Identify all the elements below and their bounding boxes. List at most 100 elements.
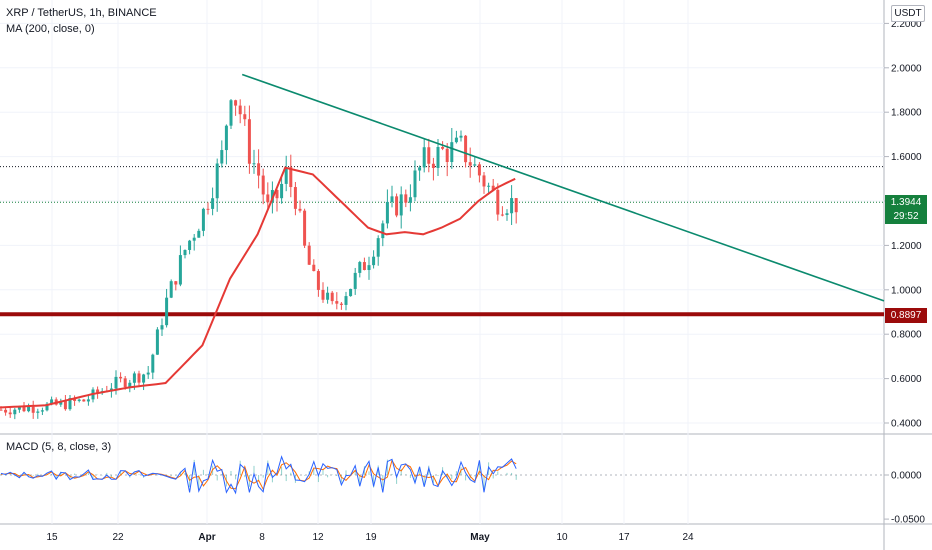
time-tick-label: 19 <box>365 532 377 543</box>
candle-body <box>151 354 155 373</box>
time-tick-label: 22 <box>112 532 124 543</box>
time-tick-label: 24 <box>682 532 694 543</box>
price-tick-label: 1.8000 <box>891 108 922 119</box>
trendline[interactable] <box>241 73 885 302</box>
ma-line <box>0 166 516 409</box>
candle-body <box>174 281 178 285</box>
candle-body <box>298 208 302 211</box>
candle-body <box>261 175 265 195</box>
candle-body <box>50 399 54 404</box>
candle-body <box>500 214 504 216</box>
candle-body <box>27 406 31 412</box>
macd-signal-line <box>0 459 517 491</box>
candle-body <box>473 164 477 166</box>
candle-body <box>441 147 445 149</box>
macd-axis-ticks: 0.0000 -0.0500 <box>884 471 925 526</box>
time-tick-label: Apr <box>198 532 215 543</box>
candle-body <box>418 167 422 171</box>
ma-title: MA (200, close, 0) <box>6 23 95 35</box>
candle-body <box>160 325 164 330</box>
candle-body <box>40 410 44 412</box>
candle-body <box>31 406 35 413</box>
candle-body <box>491 185 495 190</box>
candle-body <box>482 175 486 187</box>
candle-body <box>8 412 12 415</box>
price-tick-label: 1.6000 <box>891 152 922 163</box>
ma-legend[interactable]: MA (200, close, 0) <box>6 23 99 35</box>
candle-body <box>436 147 440 168</box>
candle-body <box>431 163 435 168</box>
candle-body <box>215 163 219 199</box>
candle-body <box>137 373 141 383</box>
candle-body <box>128 382 132 388</box>
candle-body <box>201 208 205 231</box>
candle-body <box>303 210 307 246</box>
candle-body <box>344 296 348 305</box>
candle-body <box>36 411 40 413</box>
candle-body <box>243 114 247 120</box>
time-tick-label: 15 <box>46 532 58 543</box>
candle-body <box>349 288 353 297</box>
candle-body <box>321 289 325 300</box>
candle-body <box>413 170 417 198</box>
macd-legend[interactable]: MACD (5, 8, close, 3) <box>6 441 115 453</box>
candlesticks <box>0 99 518 420</box>
candle-body <box>445 148 449 163</box>
candle-body <box>353 272 357 289</box>
candle-body <box>45 403 49 411</box>
time-tick-label: 17 <box>618 532 630 543</box>
candle-body <box>404 194 408 203</box>
macd-tick-label: -0.0500 <box>891 515 925 526</box>
time-tick-label: May <box>470 532 490 543</box>
time-axis-ticks: 15 22 Apr 8 12 19 May 10 17 24 <box>46 532 694 543</box>
price-tick-label: 1.2000 <box>891 241 922 252</box>
candle-body <box>123 378 127 388</box>
candle-body <box>192 237 196 241</box>
candle-body <box>422 147 426 168</box>
candle-body <box>13 409 17 415</box>
candle-body <box>266 194 270 203</box>
candle-body <box>229 100 233 126</box>
candle-body <box>381 223 385 239</box>
time-tick-label: 10 <box>556 532 568 543</box>
candle-body <box>206 208 210 210</box>
candle-body <box>316 271 320 290</box>
candle-body <box>17 406 21 410</box>
candle-body <box>86 399 90 402</box>
price-tick-label: 1.0000 <box>891 285 922 296</box>
candle-body <box>408 197 412 203</box>
symbol-legend[interactable]: XRP / TetherUS, 1h, BINANCE <box>6 7 161 19</box>
price-tick-label: 0.4000 <box>891 419 922 430</box>
candle-body <box>280 183 284 199</box>
candle-body <box>178 255 182 285</box>
main-pane <box>0 0 884 434</box>
candle-body <box>155 329 159 355</box>
candle-body <box>496 189 500 215</box>
candle-body <box>427 147 431 164</box>
candle-body <box>510 198 514 214</box>
horizontal-levels <box>0 166 884 317</box>
candle-body <box>59 400 63 405</box>
candle-body <box>326 292 330 300</box>
candle-body <box>335 301 339 304</box>
countdown-tag: 29:52 <box>885 210 927 224</box>
candle-body <box>289 167 293 188</box>
candle-body <box>73 398 77 401</box>
candle-body <box>362 262 366 270</box>
candle-body <box>505 213 509 215</box>
candle-body <box>220 150 224 164</box>
candle-body <box>77 399 81 401</box>
symbol-title: XRP / TetherUS, 1h, BINANCE <box>6 7 157 19</box>
current-price-tag: 1.3944 <box>885 195 927 210</box>
candle-body <box>4 409 8 413</box>
candle-body <box>169 281 173 298</box>
candle-body <box>464 135 468 163</box>
candle-body <box>459 135 463 138</box>
candle-body <box>477 164 481 176</box>
candle-body <box>312 264 316 272</box>
grid <box>0 0 884 524</box>
currency-button[interactable]: USDT <box>891 5 925 22</box>
support-price-tag: 0.8897 <box>885 308 927 323</box>
price-tick-label: 0.6000 <box>891 374 922 385</box>
candle-body <box>450 142 454 163</box>
